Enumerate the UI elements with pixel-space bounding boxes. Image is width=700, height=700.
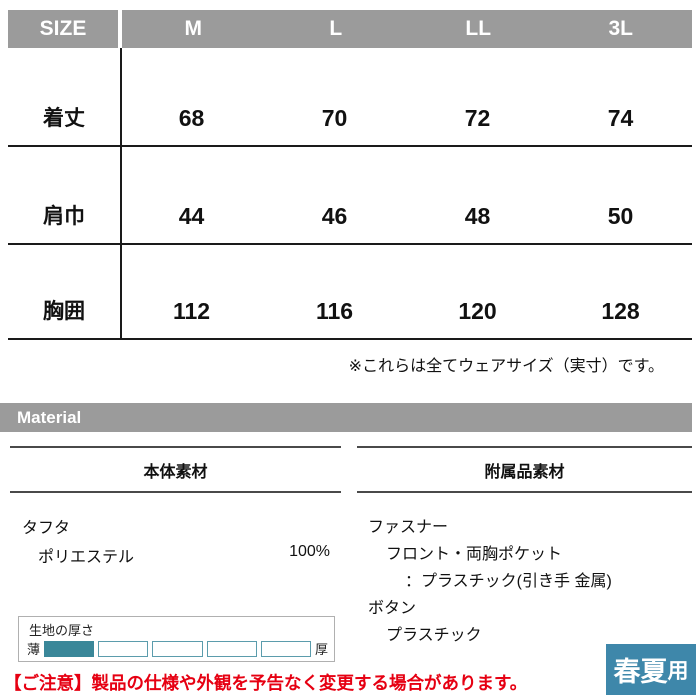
cell-value: 112 — [172, 298, 211, 324]
size-col-l: L — [329, 17, 343, 40]
thickness-max-label: 厚 — [314, 642, 328, 657]
row-values: 112 116 120 128 — [120, 245, 692, 338]
thickness-segment — [152, 640, 203, 657]
cell-value: 44 — [178, 203, 205, 229]
size-col-3l: 3L — [608, 17, 633, 40]
thickness-segment — [98, 640, 149, 657]
material-section-bar: Material — [0, 403, 692, 432]
list-item: フロント・両胸ポケット — [386, 546, 563, 563]
season-badge-sub-text: 用 — [667, 659, 689, 683]
cell-value: 68 — [178, 105, 205, 131]
table-column-divider — [120, 48, 122, 340]
fabric-thickness-panel: 生地の厚さ 薄 厚 — [18, 616, 335, 662]
season-badge: 春夏 用 — [606, 644, 696, 695]
size-note: ※これらは全てウェアサイズ（実寸）です。 — [348, 358, 664, 375]
composition-percent: 100% — [289, 543, 330, 560]
row-values: 68 70 72 74 — [120, 48, 692, 145]
cell-value: 116 — [315, 298, 354, 324]
table-row-shoulder: 肩巾 44 46 48 50 — [8, 147, 692, 245]
cell-value: 74 — [607, 105, 634, 131]
thickness-segment — [44, 640, 95, 657]
fabric-thickness-scale: 薄 厚 — [27, 639, 328, 658]
thickness-segment — [260, 640, 311, 657]
cell-value: 46 — [321, 203, 348, 229]
thickness-min-label: 薄 — [27, 642, 41, 657]
list-item: ：プラスチック(引き手 金属) — [405, 573, 612, 590]
size-table-header-sizes: M L LL 3L — [122, 10, 692, 48]
size-table-header-label: SIZE — [8, 10, 118, 48]
accessory-material-list: ファスナー フロント・両胸ポケット ：プラスチック(引き手 金属) ボタン プラ… — [368, 514, 612, 649]
thickness-segment — [206, 640, 257, 657]
fabric-thickness-title: 生地の厚さ — [29, 623, 95, 638]
table-row-length: 着丈 68 70 72 74 — [8, 48, 692, 147]
table-row-chest: 胸囲 112 116 120 128 — [8, 245, 692, 340]
cell-value: 70 — [321, 105, 348, 131]
main-material-composition: ポリエステル 100% — [38, 543, 330, 567]
size-col-ll: LL — [465, 17, 492, 40]
row-label: 着丈 — [43, 107, 85, 130]
row-label: 胸囲 — [43, 300, 85, 323]
size-header-text: SIZE — [39, 17, 87, 40]
cell-value: 120 — [458, 298, 497, 324]
accessory-material-header: 附属品素材 — [357, 446, 692, 493]
caution-notice: 【ご注意】製品の仕様や外観を予告なく変更する場合があります。 — [4, 673, 528, 693]
cell-value: 48 — [464, 203, 491, 229]
cell-value: 72 — [464, 105, 491, 131]
accessory-material-header-text: 附属品素材 — [484, 463, 565, 481]
cell-value: 128 — [601, 298, 640, 324]
list-item: ファスナー — [368, 519, 449, 536]
row-label: 肩巾 — [43, 205, 85, 228]
material-bar-label: Material — [17, 407, 82, 427]
composition-fiber: ポリエステル — [38, 549, 135, 566]
season-badge-main-text: 春夏 — [613, 657, 668, 687]
size-col-m: M — [184, 17, 203, 40]
main-material-header-text: 本体素材 — [143, 463, 208, 481]
main-material-header: 本体素材 — [10, 446, 341, 493]
main-material-fabric: タフタ — [22, 520, 71, 537]
list-item: プラスチック — [386, 627, 482, 644]
list-item: ボタン — [368, 600, 417, 617]
row-values: 44 46 48 50 — [120, 147, 692, 243]
cell-value: 50 — [607, 203, 634, 229]
